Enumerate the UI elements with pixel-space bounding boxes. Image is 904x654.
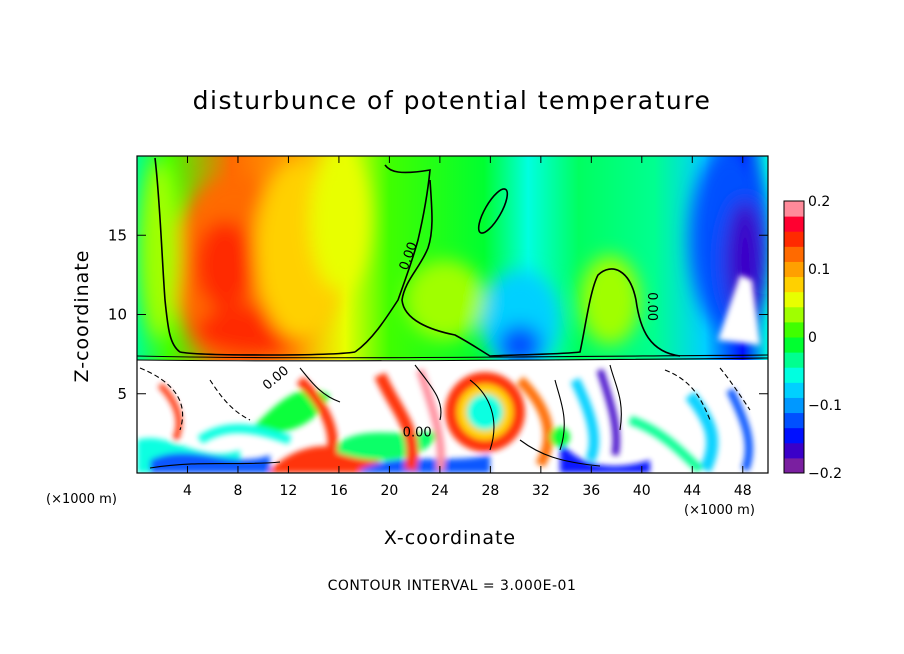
colorbar-swatch <box>784 276 804 293</box>
x-tick-label: 28 <box>481 483 499 499</box>
colorbar-swatch <box>784 397 804 414</box>
colorbar-swatch <box>784 216 804 232</box>
chart-title: disturbunce of potential temperature <box>192 86 712 115</box>
y-tick-label: 5 <box>117 385 127 403</box>
colorbar-swatch <box>784 321 804 338</box>
heatmap-field <box>137 156 768 473</box>
colorbar-swatch <box>784 367 804 383</box>
x-tick-label: 32 <box>532 483 550 499</box>
colorbar-swatch <box>784 246 804 262</box>
colorbar-swatch <box>784 337 804 353</box>
colorbar-tick-label: 0 <box>808 330 817 346</box>
colorbar-swatch <box>784 352 804 368</box>
y-tick-label: 10 <box>108 306 127 324</box>
x-tick-label: 8 <box>233 483 242 499</box>
colorbar-swatch <box>784 306 804 323</box>
colorbar-frame <box>783 200 805 474</box>
contour-label: 0.00 <box>644 292 659 321</box>
x-axis: 4 8 12 16 20 24 28 32 36 40 44 48 <box>183 156 752 499</box>
x-tick-label: 44 <box>683 483 701 499</box>
colorbar-swatch <box>784 427 804 444</box>
y-axis: 5 10 15 <box>108 226 768 403</box>
x-tick-label: 16 <box>330 483 348 499</box>
colorbar-swatch <box>784 231 804 247</box>
x-tick-label: 12 <box>280 483 298 499</box>
x-tick-label: 48 <box>734 483 752 499</box>
colorbar-tick-label: −0.2 <box>808 466 842 482</box>
lower-contours <box>137 354 768 469</box>
colorbar-tick-label: 0.2 <box>808 194 830 210</box>
x-tick-label: 36 <box>582 483 600 499</box>
x-axis-label: X-coordinate <box>383 527 517 549</box>
x-tick-label: 4 <box>183 483 192 499</box>
colorbar-tick-label: −0.1 <box>808 398 842 414</box>
colorbar-swatch <box>784 291 804 308</box>
x-tick-label: 20 <box>380 483 398 499</box>
colorbar-tick-label: 0.1 <box>808 262 830 278</box>
y-axis-label: Z-coordinate <box>71 249 93 383</box>
colorbar-swatch <box>784 261 804 278</box>
x-unit-left: (×1000 m) <box>46 492 117 507</box>
y-tick-label: 15 <box>108 226 127 244</box>
x-tick-label: 24 <box>431 483 449 499</box>
colorbar-swatch <box>784 442 804 459</box>
colorbar-swatch <box>784 457 804 474</box>
colorbar-swatch <box>784 382 804 398</box>
x-unit-right: (×1000 m) <box>684 503 755 518</box>
zero-contours <box>154 157 681 357</box>
colorbar-swatch <box>784 201 804 217</box>
colorbar-swatch <box>784 412 804 429</box>
contour-label: 0.00 <box>403 426 432 441</box>
x-tick-label: 40 <box>633 483 651 499</box>
colorbar: 0.2 0.1 0 −0.1 −0.2 <box>783 194 842 482</box>
contour-interval-note: CONTOUR INTERVAL = 3.000E-01 <box>327 578 577 594</box>
